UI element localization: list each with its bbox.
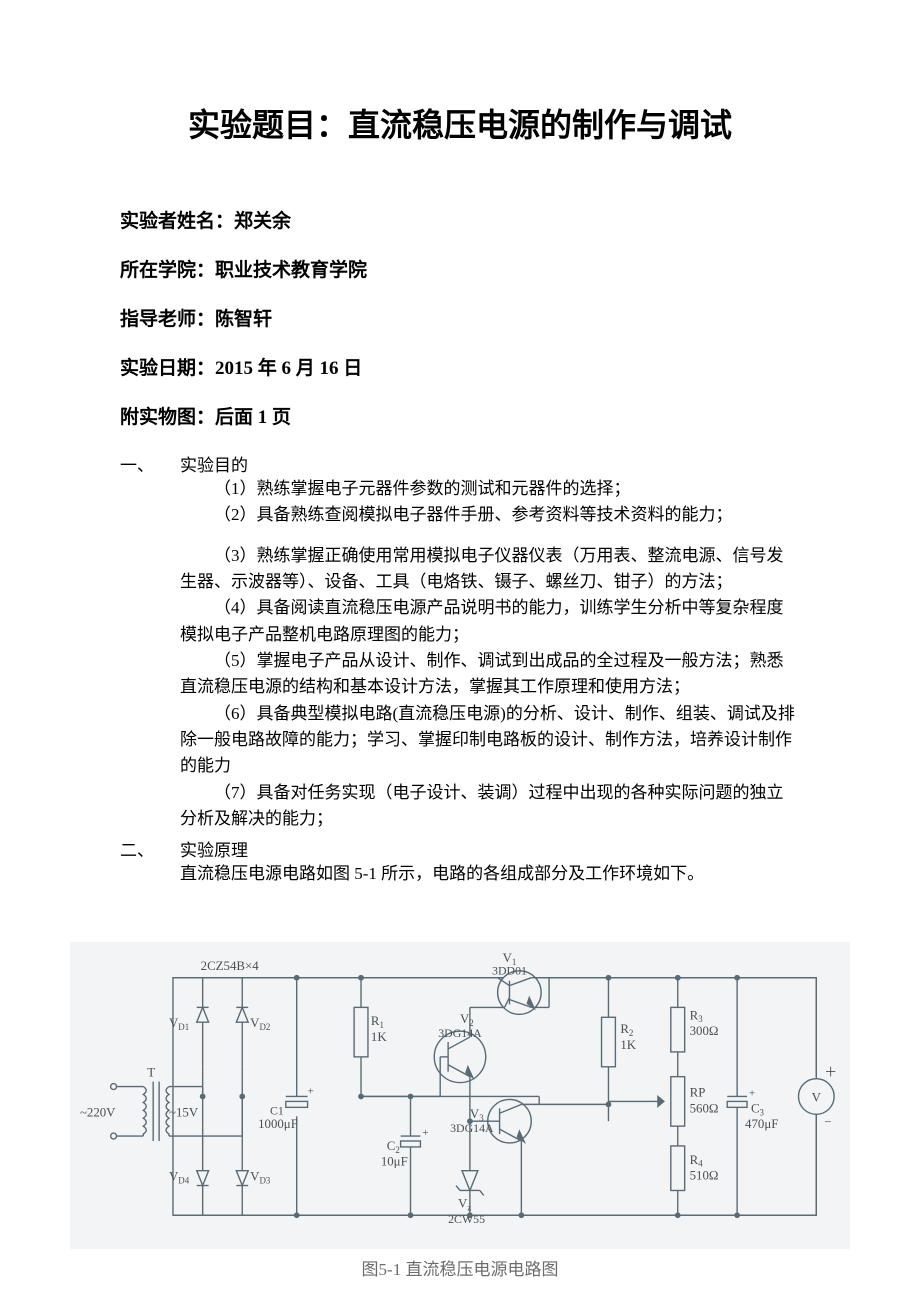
section-label: 实验目的 xyxy=(180,451,800,476)
document-page: 实验题目：直流稳压电源的制作与调试 实验者姓名：郑关余 所在学院：职业技术教育学… xyxy=(0,0,920,928)
svg-text:+: + xyxy=(749,1087,755,1099)
svg-text:3DG14A: 3DG14A xyxy=(438,1026,482,1040)
svg-text:1K: 1K xyxy=(620,1038,636,1052)
circuit-diagram-svg: + xyxy=(74,948,846,1245)
label-bridge: 2CZ54B×4 xyxy=(201,959,260,973)
meta-college: 所在学院：职业技术教育学院 xyxy=(120,255,800,282)
svg-text:VD1: VD1 xyxy=(169,1016,189,1032)
figure-caption: 图5-1 直流稳压电源电路图 xyxy=(70,1255,850,1280)
svg-text:C3: C3 xyxy=(751,1101,765,1117)
svg-text:V: V xyxy=(812,1090,822,1104)
svg-text:RP: RP xyxy=(690,1085,706,1099)
objective-item: （3）熟练掌握正确使用常用模拟电子仪器仪表（万用表、整流电源、信号发生器、示波器… xyxy=(180,543,800,596)
svg-text:C2: C2 xyxy=(387,1139,400,1155)
section-heading-2: 二、 实验原理 xyxy=(120,836,800,861)
svg-text:R4: R4 xyxy=(690,1153,704,1169)
svg-text:R2: R2 xyxy=(620,1022,633,1038)
svg-text:470μF: 470μF xyxy=(745,1117,778,1131)
svg-text:+: + xyxy=(308,1085,314,1097)
objectives-block: （1）熟练掌握电子元器件参数的测试和元器件的选择； （2）具备熟练查阅模拟电子器… xyxy=(180,476,800,832)
svg-text:VD4: VD4 xyxy=(169,1169,190,1185)
section-num: 一、 xyxy=(120,451,180,476)
objective-item: （4）具备阅读直流稳压电源产品说明书的能力，训练学生分析中等复杂程度模拟电子产品… xyxy=(180,595,800,648)
section-label: 实验原理 xyxy=(180,836,800,861)
meta-name: 实验者姓名：郑关余 xyxy=(120,206,800,233)
svg-text:−: − xyxy=(824,1115,831,1129)
svg-text:＋: ＋ xyxy=(824,1065,837,1079)
meta-teacher: 指导老师：陈智轩 xyxy=(120,304,800,331)
svg-text:R3: R3 xyxy=(690,1008,704,1024)
circuit-box: + xyxy=(70,942,850,1249)
meta-attachment: 附实物图：后面 1 页 xyxy=(120,402,800,429)
svg-text:~15V: ~15V xyxy=(169,1105,199,1119)
objective-item: （5）掌握电子产品从设计、制作、调试到出成品的全过程及一般方法；熟悉直流稳压电源… xyxy=(180,648,800,701)
objective-item: （6）具备典型模拟电路(直流稳压电源)的分析、设计、制作、组装、调试及排除一般电… xyxy=(180,701,800,780)
meta-date: 实验日期：2015 年 6 月 16 日 xyxy=(120,353,800,380)
svg-text:1000μF: 1000μF xyxy=(258,1117,298,1131)
svg-text:10μF: 10μF xyxy=(381,1155,408,1169)
svg-text:C1: C1 xyxy=(270,1103,284,1117)
svg-text:~220V: ~220V xyxy=(80,1105,116,1119)
svg-text:3DD01: 3DD01 xyxy=(492,964,527,978)
objective-item: （2）具备熟练查阅模拟电子器件手册、参考资料等技术资料的能力； xyxy=(180,502,800,528)
section-num: 二、 xyxy=(120,836,180,861)
svg-text:3DG14A: 3DG14A xyxy=(450,1121,494,1135)
svg-text:510Ω: 510Ω xyxy=(690,1168,719,1182)
svg-text:VD3: VD3 xyxy=(250,1169,271,1185)
figure-5-1: + xyxy=(70,942,850,1280)
svg-text:2CW55: 2CW55 xyxy=(448,1212,485,1226)
objective-item: （7）具备对任务实现（电子设计、装调）过程中出现的各种实际问题的独立分析及解决的… xyxy=(180,780,800,833)
svg-text:560Ω: 560Ω xyxy=(690,1101,719,1115)
svg-text:R1: R1 xyxy=(371,1014,384,1030)
document-title: 实验题目：直流稳压电源的制作与调试 xyxy=(120,100,800,146)
svg-text:VD2: VD2 xyxy=(250,1016,270,1032)
spacer xyxy=(180,529,800,543)
objective-item: （1）熟练掌握电子元器件参数的测试和元器件的选择； xyxy=(180,476,800,502)
principle-intro: 直流稳压电源电路如图 5-1 所示，电路的各组成部分及工作环境如下。 xyxy=(180,861,800,887)
svg-text:1K: 1K xyxy=(371,1030,387,1044)
section-heading-1: 一、 实验目的 xyxy=(120,451,800,476)
principle-block: 直流稳压电源电路如图 5-1 所示，电路的各组成部分及工作环境如下。 xyxy=(180,861,800,887)
svg-text:+: + xyxy=(422,1127,428,1139)
svg-text:300Ω: 300Ω xyxy=(690,1024,719,1038)
svg-text:T: T xyxy=(147,1065,155,1079)
